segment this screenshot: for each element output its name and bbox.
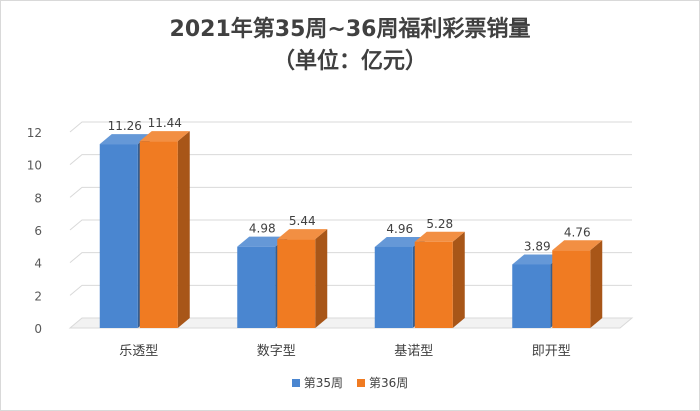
data-label: 4.96	[386, 222, 413, 236]
data-label: 3.89	[524, 239, 551, 253]
legend-swatch-week35	[291, 378, 300, 387]
gridline	[69, 186, 632, 198]
bar	[99, 144, 138, 328]
bar-side	[452, 231, 465, 328]
y-tick-label: 12	[27, 126, 42, 140]
bar	[374, 246, 413, 328]
chart-title: 2021年第35周~36周福利彩票销量	[169, 17, 531, 42]
bar-top	[139, 131, 190, 142]
chart-subtitle: （单位：亿元）	[272, 49, 427, 74]
data-label: 5.44	[289, 214, 316, 228]
legend-item-week36: 第36周	[357, 374, 408, 391]
x-tick-label: 乐透型	[119, 344, 158, 359]
bar	[139, 141, 178, 328]
bar	[414, 241, 453, 328]
data-label: 4.76	[564, 225, 591, 239]
data-label: 5.28	[426, 217, 453, 231]
bar-side	[590, 240, 603, 328]
bar-side	[177, 131, 190, 328]
gridline	[69, 154, 632, 166]
bar-top	[237, 236, 288, 247]
y-tick-label: 10	[27, 159, 42, 173]
bar-top	[552, 240, 603, 251]
data-label: 11.44	[148, 116, 182, 130]
legend-item-week35: 第35周	[291, 374, 343, 391]
legend-label-week36: 第36周	[369, 376, 409, 390]
legend-label-week35: 第35周	[303, 376, 343, 390]
gridline	[69, 219, 632, 231]
data-label: 4.98	[249, 222, 276, 236]
x-tick-label: 基诺型	[394, 344, 433, 359]
legend: 第35周 第36周	[0, 374, 700, 391]
y-tick-label: 6	[34, 224, 42, 238]
data-label: 11.26	[108, 119, 142, 133]
y-tick-label: 8	[34, 191, 42, 205]
bar	[552, 250, 591, 328]
legend-swatch-week36	[357, 378, 365, 387]
y-tick-label: 4	[34, 257, 42, 271]
x-tick-label: 即开型	[532, 344, 571, 359]
bar-side	[315, 229, 328, 328]
bar	[237, 246, 276, 328]
bar	[277, 239, 316, 328]
x-tick-label: 数字型	[257, 344, 296, 359]
bar-top	[374, 236, 425, 247]
y-tick-label: 0	[34, 322, 42, 336]
bar-top	[414, 231, 465, 242]
gridline	[69, 121, 632, 133]
bar-top	[277, 229, 328, 240]
bar-top	[99, 134, 150, 145]
y-tick-label: 2	[34, 289, 42, 303]
bar-top	[512, 254, 563, 265]
bar	[512, 264, 551, 328]
